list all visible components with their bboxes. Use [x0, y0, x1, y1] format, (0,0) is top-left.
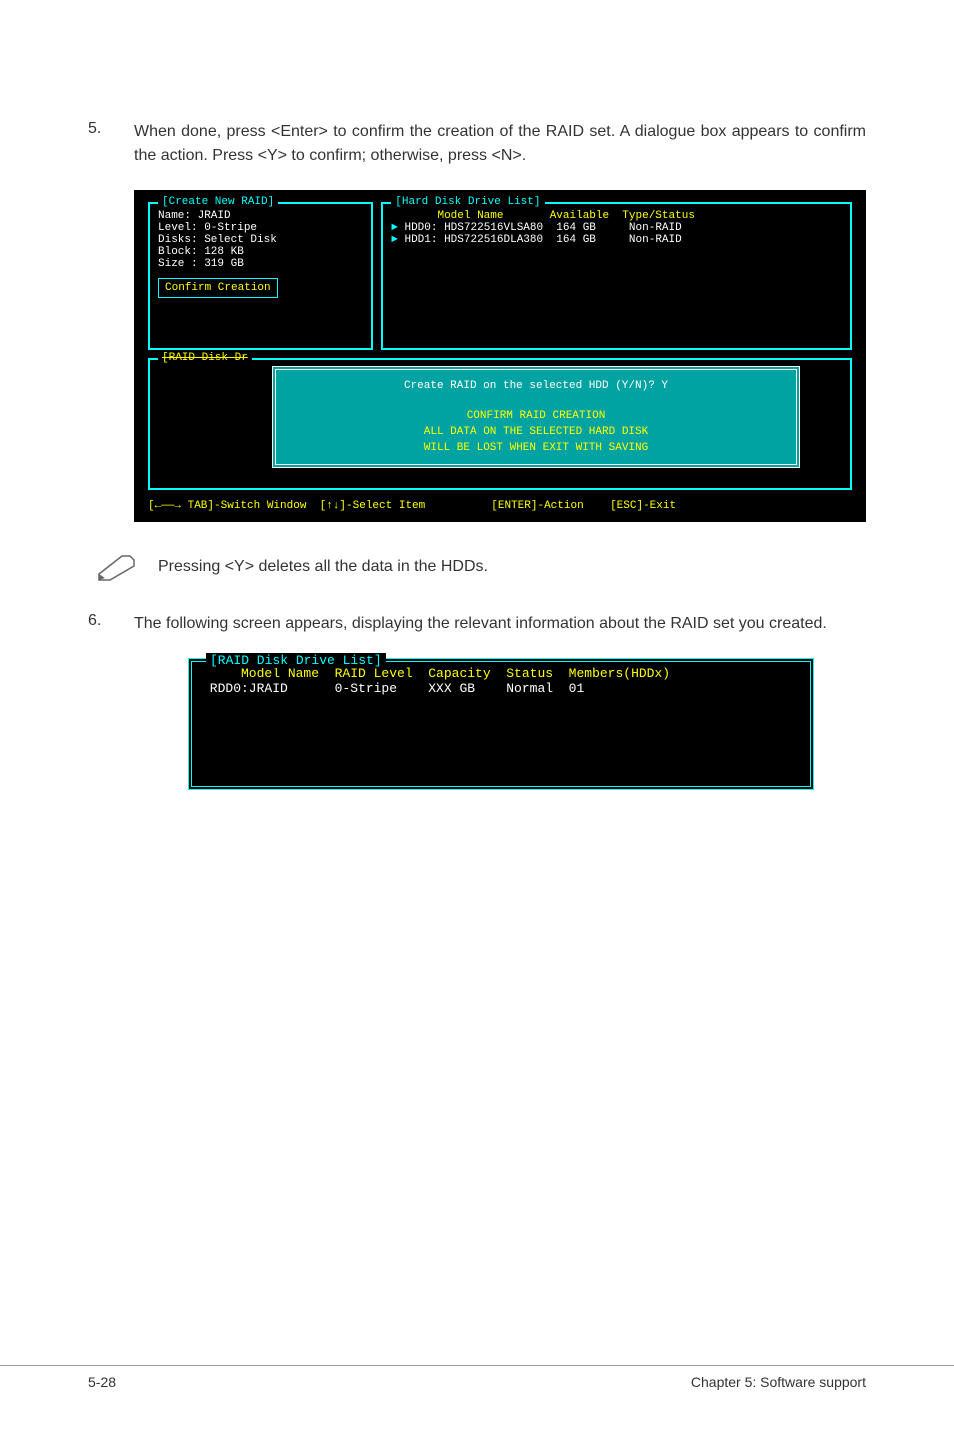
page-footer: 5-28 Chapter 5: Software support — [0, 1365, 954, 1390]
step-5: 5. When done, press <Enter> to confirm t… — [88, 120, 866, 168]
raid-list-row: RDD0:JRAID 0-Stripe XXX GB Normal 01 — [192, 681, 810, 696]
panel-title: [Create New RAID] — [158, 196, 278, 208]
dialog-prompt: Create RAID on the selected HDD (Y/N)? Y — [292, 380, 780, 392]
note-text: Pressing <Y> deletes all the data in the… — [158, 558, 488, 576]
panel-title: [RAID Disk Drive List] — [206, 653, 386, 668]
step-text: When done, press <Enter> to confirm the … — [134, 120, 866, 168]
bios-footer-hints: [←——→ TAB]-Switch Window [↑↓]-Select Ite… — [148, 500, 852, 512]
chapter-label: Chapter 5: Software support — [691, 1374, 866, 1390]
panel-title: [Hard Disk Drive List] — [391, 196, 544, 208]
bios-screenshot-1: [Create New RAID] Name: JRAID Level: 0-S… — [134, 190, 866, 522]
raid-block-line: Block: 128 KB — [158, 246, 363, 258]
page-number: 5-28 — [88, 1374, 116, 1390]
hd-row-text: HDD0: HDS722516VLSA80 164 GB Non-RAID — [398, 222, 682, 234]
dialog-warn-title: CONFIRM RAID CREATION — [292, 410, 780, 422]
raid-disks-line: Disks: Select Disk — [158, 234, 363, 246]
note-pencil-icon — [96, 552, 138, 582]
row-marker-icon: ► — [391, 222, 398, 234]
step-number: 6. — [88, 612, 134, 636]
hd-row: ► HDD0: HDS722516VLSA80 164 GB Non-RAID — [391, 222, 842, 234]
hard-disk-list-panel: [Hard Disk Drive List] Model Name Availa… — [381, 202, 852, 350]
panel-title: [RAID Disk Dr — [158, 352, 252, 364]
raid-size-line: Size : 319 GB — [158, 258, 363, 270]
row-marker-icon: ► — [391, 234, 398, 246]
step-text: The following screen appears, displaying… — [134, 612, 827, 636]
hd-row-text: HDD1: HDS722516DLA380 164 GB Non-RAID — [398, 234, 682, 246]
confirm-dialog: Create RAID on the selected HDD (Y/N)? Y… — [272, 366, 800, 468]
dialog-warn-line1: ALL DATA ON THE SELECTED HARD DISK — [292, 426, 780, 438]
raid-name-line: Name: JRAID — [158, 210, 363, 222]
step-6: 6. The following screen appears, display… — [88, 612, 866, 636]
hd-row: ► HDD1: HDS722516DLA380 164 GB Non-RAID — [391, 234, 842, 246]
note-block: Pressing <Y> deletes all the data in the… — [96, 552, 866, 582]
dialog-warn-line2: WILL BE LOST WHEN EXIT WITH SAVING — [292, 442, 780, 454]
raid-level-line: Level: 0-Stripe — [158, 222, 363, 234]
create-new-raid-panel: [Create New RAID] Name: JRAID Level: 0-S… — [148, 202, 373, 350]
step-number: 5. — [88, 120, 134, 168]
bios-screenshot-2: [RAID Disk Drive List] Model Name RAID L… — [188, 658, 814, 790]
hd-header: Model Name Available Type/Status — [391, 210, 842, 222]
confirm-creation-box: Confirm Creation — [158, 278, 278, 298]
